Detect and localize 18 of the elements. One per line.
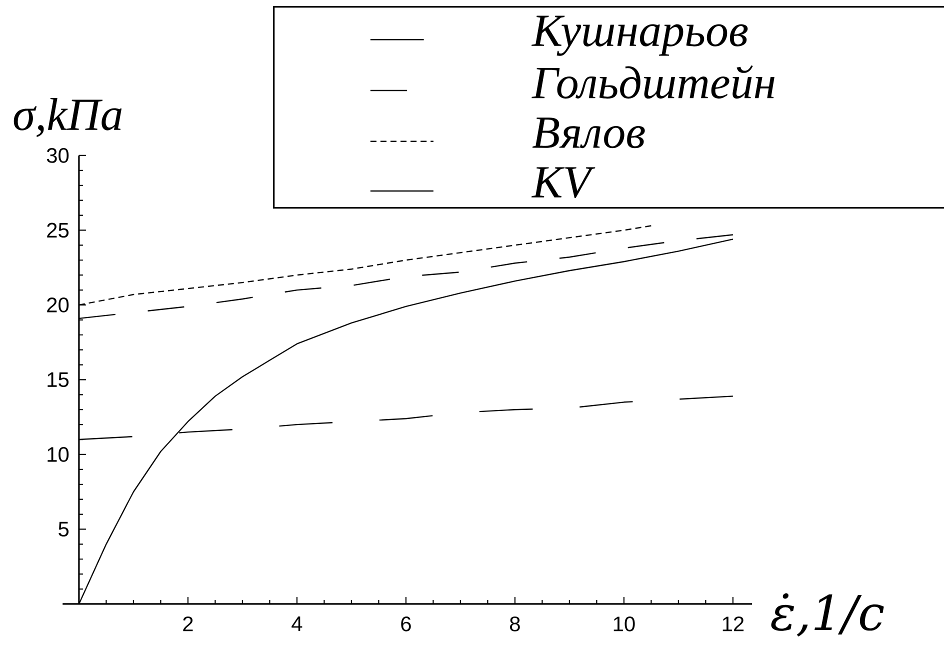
x-tick-label: 2: [183, 616, 193, 632]
legend-label: Гольдштейн: [532, 65, 774, 99]
x-tick-label: 12: [722, 616, 744, 632]
y-tick-label: 25: [47, 222, 69, 238]
y-tick-label: 20: [47, 298, 69, 312]
x-tick-label: 4: [292, 616, 302, 631]
legend-label: Вялов: [532, 118, 645, 148]
legend-label: KV: [531, 167, 596, 198]
y-tick-label: 5: [58, 522, 69, 537]
x-tick-label: 10: [614, 616, 635, 632]
y-axis-title: σ,kПа: [14, 98, 122, 137]
y-tick-label: 10: [48, 447, 69, 462]
x-axis-title: ε̇,1/с: [771, 593, 884, 637]
y-tick-label: 15: [48, 372, 69, 388]
x-tick-label: 8: [510, 616, 520, 632]
legend-label: Кушнарьов: [531, 16, 748, 56]
x-tick-label: 6: [401, 616, 411, 632]
y-tick-label: 30: [46, 148, 69, 163]
